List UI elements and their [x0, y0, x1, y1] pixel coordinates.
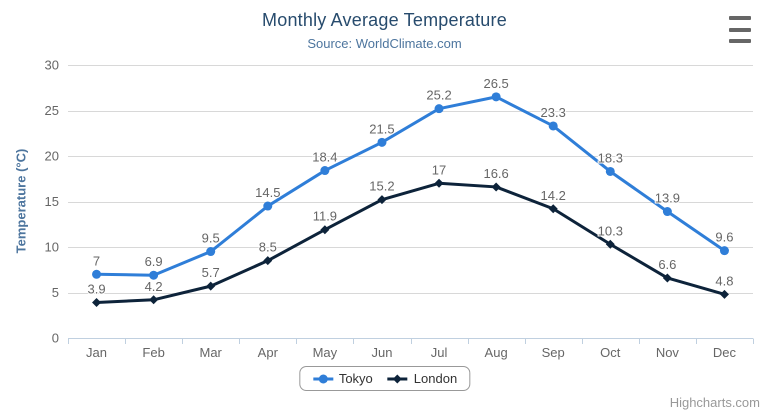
y-axis-label: 30 [45, 58, 59, 73]
data-point-tokyo[interactable] [377, 137, 387, 147]
data-point-tokyo[interactable] [320, 166, 330, 176]
data-point-tokyo[interactable] [662, 207, 672, 217]
data-point-london[interactable] [149, 295, 159, 305]
y-axis-label: 0 [52, 331, 59, 346]
data-point-london[interactable] [263, 256, 273, 266]
x-axis-label: Sep [542, 345, 565, 360]
credits-link[interactable]: Highcharts.com [669, 395, 760, 410]
data-label: 9.6 [715, 230, 733, 245]
data-point-london[interactable] [434, 178, 444, 188]
y-axis-label: 10 [45, 240, 59, 255]
data-point-tokyo[interactable] [491, 92, 501, 102]
x-axis-label: Jun [371, 345, 392, 360]
x-axis-label: May [313, 345, 338, 360]
x-axis-label: Feb [142, 345, 164, 360]
data-label: 8.5 [259, 240, 277, 255]
data-label: 11.9 [313, 209, 337, 224]
data-label: 7 [93, 253, 100, 268]
data-label: 9.5 [202, 231, 220, 246]
data-point-london[interactable] [206, 281, 216, 291]
data-label: 14.5 [255, 185, 280, 200]
data-label: 10.3 [598, 223, 623, 238]
data-label: 6.9 [145, 254, 163, 269]
data-point-london[interactable] [491, 182, 501, 192]
y-axis-label: 15 [45, 194, 59, 209]
x-axis-label: Jan [86, 345, 107, 360]
data-point-london[interactable] [719, 289, 729, 299]
data-label: 21.5 [369, 121, 394, 136]
data-point-london[interactable] [548, 204, 558, 214]
data-label: 15.2 [369, 179, 394, 194]
data-point-tokyo[interactable] [263, 201, 273, 211]
legend-label: Tokyo [338, 371, 373, 386]
chart-title: Monthly Average Temperature [262, 10, 507, 30]
data-label: 6.6 [658, 257, 676, 272]
data-point-tokyo[interactable] [92, 269, 102, 279]
data-label: 23.3 [541, 105, 566, 120]
x-axis-label: Aug [485, 345, 508, 360]
data-label: 4.8 [715, 273, 733, 288]
x-axis-label: Mar [200, 345, 223, 360]
data-label: 16.6 [483, 166, 508, 181]
series-line-london [95, 181, 726, 305]
data-point-tokyo[interactable] [605, 166, 615, 176]
data-label: 13.9 [655, 191, 680, 206]
legend: Tokyo London [298, 366, 471, 391]
chart-subtitle: Source: WorldClimate.com [307, 36, 462, 51]
data-label: 26.5 [483, 76, 508, 91]
x-axis-label: Dec [713, 345, 737, 360]
data-point-london[interactable] [377, 195, 387, 205]
data-point-london[interactable] [605, 239, 615, 249]
legend-item-tokyo[interactable]: Tokyo [312, 371, 373, 386]
data-label: 17 [432, 162, 446, 177]
data-point-tokyo[interactable] [434, 104, 444, 114]
data-label: 18.4 [312, 150, 337, 165]
x-axis-label: Nov [656, 345, 680, 360]
data-label: 18.3 [598, 150, 623, 165]
y-axis-label: 20 [45, 149, 59, 164]
x-axis-label: Oct [600, 345, 621, 360]
london-line-diamond-icon [387, 374, 408, 383]
data-label: 14.2 [541, 188, 566, 203]
tokyo-line-circle-icon [312, 374, 333, 383]
data-point-london[interactable] [662, 273, 672, 283]
legend-item-london[interactable]: London [387, 371, 457, 386]
x-axis-label: Jul [431, 345, 448, 360]
data-label: 5.7 [202, 265, 220, 280]
data-point-london[interactable] [320, 225, 330, 235]
export-menu-button[interactable] [729, 16, 752, 43]
data-point-london[interactable] [92, 298, 102, 308]
y-axis-label: 25 [45, 103, 59, 118]
data-label: 25.2 [426, 88, 451, 103]
data-point-tokyo[interactable] [548, 121, 558, 131]
series-line-tokyo [95, 95, 726, 277]
data-label: 4.2 [145, 279, 163, 294]
hamburger-icon [729, 27, 751, 32]
data-point-tokyo[interactable] [149, 270, 159, 280]
y-axis-label: 5 [52, 285, 59, 300]
hamburger-icon [729, 39, 751, 43]
x-axis-label: Apr [258, 345, 279, 360]
hamburger-icon [729, 16, 751, 20]
data-point-tokyo[interactable] [719, 246, 729, 256]
legend-label: London [413, 371, 458, 386]
data-point-tokyo[interactable] [206, 247, 216, 257]
data-label: 3.9 [88, 282, 106, 297]
